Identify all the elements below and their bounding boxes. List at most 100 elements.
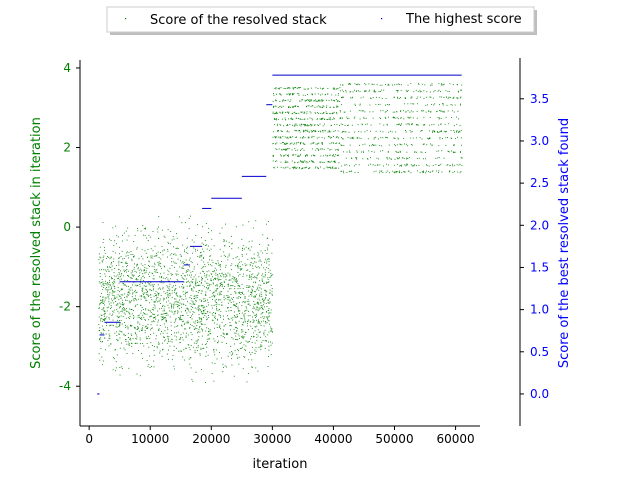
score-point [241, 336, 242, 338]
score-point [454, 104, 456, 106]
score-point [208, 338, 210, 340]
score-point [112, 291, 114, 293]
score-point [113, 295, 115, 296]
score-point [439, 138, 441, 140]
score-point [428, 138, 429, 140]
score-point [151, 315, 152, 317]
score-point [131, 289, 133, 291]
score-point [137, 327, 139, 329]
score-point [177, 273, 179, 275]
score-point [359, 103, 361, 105]
score-point [187, 301, 188, 303]
score-point [303, 161, 305, 163]
score-point [151, 327, 153, 329]
score-point [197, 321, 199, 323]
score-point [267, 316, 268, 318]
score-point [217, 274, 219, 276]
score-point [188, 266, 190, 268]
score-point [109, 343, 111, 345]
score-point [272, 160, 274, 162]
score-point [243, 314, 245, 316]
score-point [335, 149, 337, 151]
score-point [252, 273, 254, 275]
score-point [142, 273, 144, 275]
score-point [189, 324, 191, 325]
score-point [164, 310, 165, 312]
score-point [339, 87, 341, 89]
score-point [396, 83, 398, 85]
score-point [412, 103, 414, 105]
score-point [400, 117, 402, 119]
score-point [262, 309, 264, 311]
score-point [207, 341, 209, 342]
score-point [195, 291, 197, 292]
score-point [148, 294, 150, 296]
score-point [448, 123, 450, 125]
score-point [113, 272, 115, 274]
score-point [253, 296, 255, 298]
score-point [290, 137, 292, 139]
score-point [189, 297, 191, 298]
score-point [153, 275, 155, 277]
score-point [450, 96, 452, 98]
score-point [146, 237, 148, 239]
score-point [231, 242, 233, 244]
score-point [256, 278, 258, 280]
score-point [385, 118, 387, 119]
score-point [129, 293, 131, 295]
score-point [177, 304, 179, 306]
score-point [111, 262, 113, 263]
score-point [221, 261, 223, 263]
score-point [198, 276, 200, 278]
score-point [283, 155, 285, 157]
score-point [125, 341, 127, 342]
score-point [416, 124, 417, 126]
score-point [258, 307, 260, 309]
score-point [255, 294, 257, 296]
score-point [162, 277, 164, 279]
score-point [261, 305, 263, 307]
score-point [138, 258, 140, 260]
score-point [101, 309, 103, 311]
score-point [163, 235, 165, 237]
score-point [220, 284, 222, 286]
score-point [231, 243, 233, 245]
score-point [385, 84, 386, 85]
score-point [379, 164, 381, 166]
score-point [226, 333, 228, 335]
score-point [337, 105, 339, 107]
score-point [145, 308, 147, 310]
score-point [251, 278, 253, 280]
score-point [189, 274, 191, 276]
score-point [260, 324, 262, 326]
score-point [388, 144, 390, 146]
score-point [186, 270, 187, 272]
score-point [167, 337, 169, 339]
score-point [387, 84, 389, 86]
score-point [104, 349, 106, 351]
score-point [438, 157, 440, 159]
score-point [428, 170, 430, 172]
score-point [361, 151, 362, 153]
score-point [443, 157, 445, 159]
score-point [102, 300, 104, 302]
score-point [256, 308, 258, 310]
score-point [161, 268, 162, 270]
x-tick-label-6: 60000 [436, 432, 474, 446]
score-point [263, 282, 264, 284]
score-point [368, 164, 370, 166]
score-point [118, 276, 120, 278]
score-point [215, 290, 217, 292]
score-point [361, 123, 363, 125]
score-point [286, 111, 288, 113]
score-point [200, 347, 202, 349]
score-point [132, 255, 134, 257]
score-point [249, 276, 251, 278]
score-point [168, 310, 170, 312]
score-point [397, 91, 399, 93]
score-point [106, 287, 107, 288]
score-point [212, 271, 214, 273]
score-point [380, 171, 382, 173]
score-point [411, 124, 413, 126]
score-point [153, 360, 155, 362]
